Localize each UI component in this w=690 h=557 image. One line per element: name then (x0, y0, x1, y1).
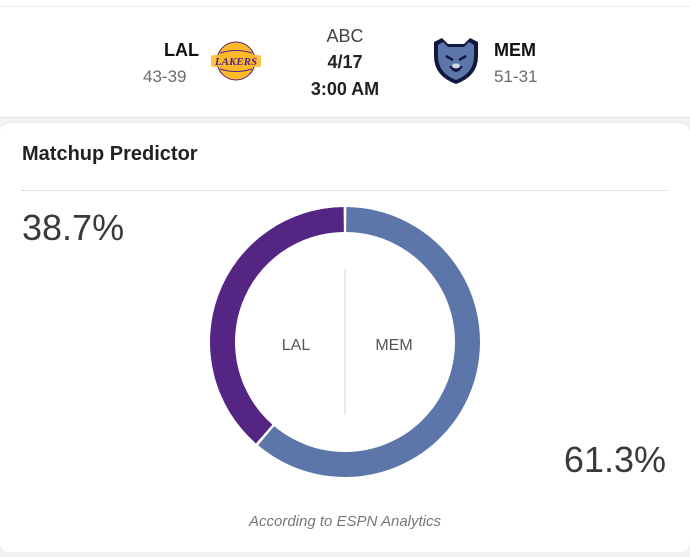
game-header-card[interactable]: LAL 43-39 LAKERS ABC 4/17 3:00 AM MEM 51… (0, 0, 690, 118)
lakers-logo-text: LAKERS (214, 56, 257, 68)
donut-slice-lal (210, 207, 344, 444)
donut-label-mem: MEM (375, 337, 412, 354)
section-title: Matchup Predictor (22, 143, 198, 165)
away-team-abbr: LAL (164, 40, 199, 60)
tv-network: ABC (326, 26, 364, 46)
win-probability-donut: LAL MEM (210, 207, 480, 477)
game-time: 3:00 AM (310, 79, 380, 99)
game-date: 4/17 (327, 52, 363, 72)
home-team-abbr: MEM (494, 40, 536, 60)
matchup-predictor-card: Matchup Predictor 38.7% LAL MEM 61.3% Ac… (0, 122, 690, 552)
grizzlies-logo-icon (434, 38, 478, 84)
lakers-logo-icon: LAKERS (211, 41, 261, 81)
divider (22, 190, 668, 191)
away-team-record: 43-39 (143, 67, 187, 86)
away-win-probability: 38.7% (22, 207, 125, 248)
donut-label-lal: LAL (282, 337, 311, 354)
home-win-probability: 61.3% (563, 439, 666, 480)
divider (0, 6, 690, 7)
attribution-text: According to ESPN Analytics (248, 513, 442, 530)
donut-slice-mem (258, 207, 480, 477)
home-team-record: 51-31 (494, 67, 538, 86)
